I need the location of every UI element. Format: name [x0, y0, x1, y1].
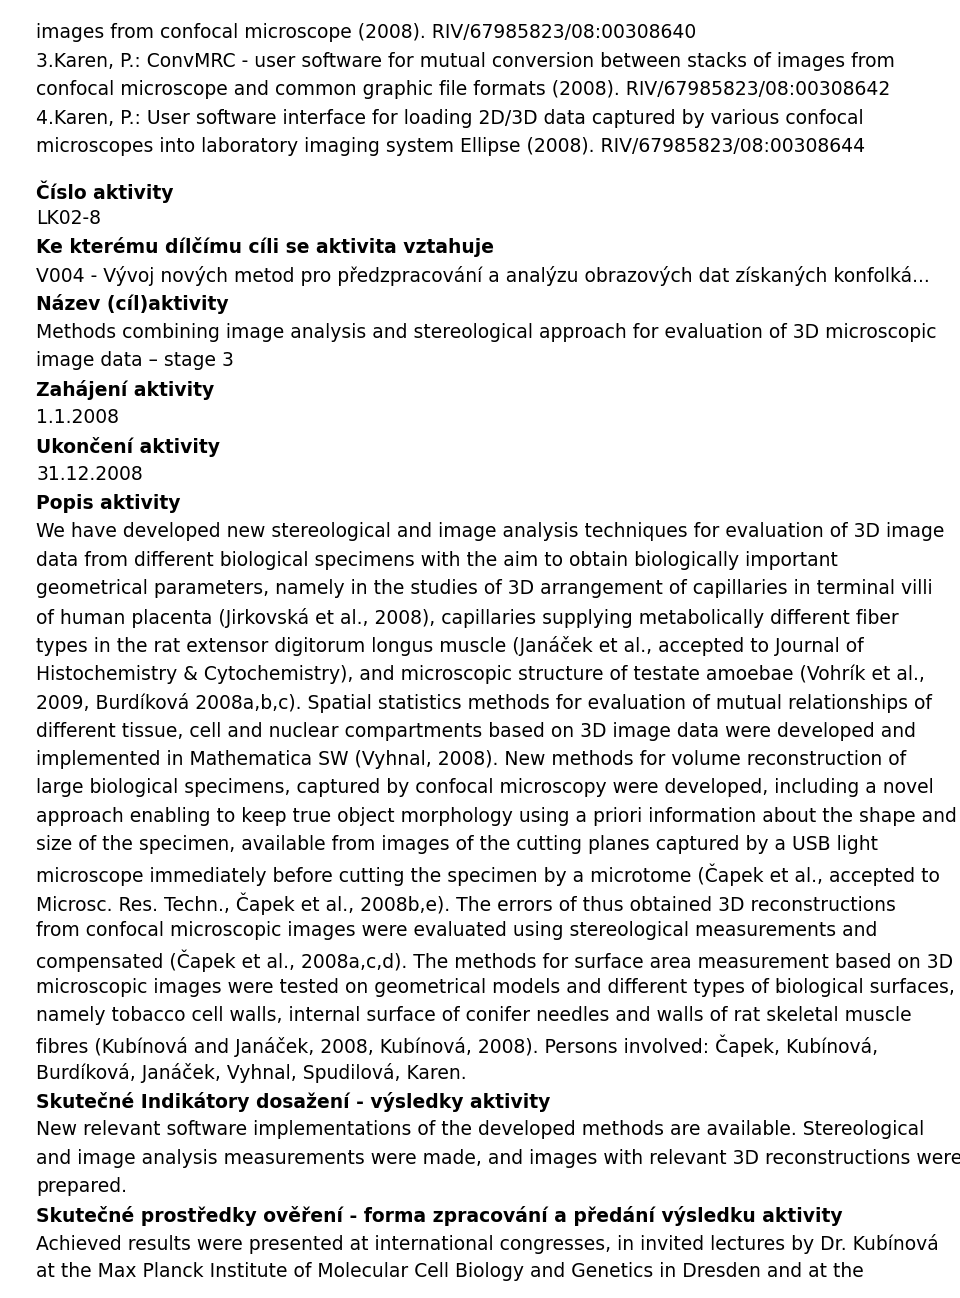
Text: 31.12.2008: 31.12.2008 [36, 465, 143, 484]
Text: Číslo aktivity: Číslo aktivity [36, 180, 174, 202]
Text: Ke kterému dílčímu cíli se aktivita vztahuje: Ke kterému dílčímu cíli se aktivita vzta… [36, 238, 494, 257]
Text: Zahájení aktivity: Zahájení aktivity [36, 380, 215, 400]
Text: namely tobacco cell walls, internal surface of conifer needles and walls of rat : namely tobacco cell walls, internal surf… [36, 1006, 912, 1025]
Text: prepared.: prepared. [36, 1177, 128, 1195]
Text: of human placenta (Jirkovská et al., 2008), capillaries supplying metabolically : of human placenta (Jirkovská et al., 200… [36, 607, 900, 628]
Text: implemented in Mathematica SW (Vyhnal, 2008). New methods for volume reconstruct: implemented in Mathematica SW (Vyhnal, 2… [36, 750, 906, 768]
Text: image data – stage 3: image data – stage 3 [36, 352, 234, 370]
Text: images from confocal microscope (2008). RIV/67985823/08:00308640: images from confocal microscope (2008). … [36, 23, 697, 43]
Text: Skutečné Indikátory dosažení - výsledky aktivity: Skutečné Indikátory dosažení - výsledky … [36, 1092, 551, 1111]
Text: 3.Karen, P.: ConvMRC - user software for mutual conversion between stacks of ima: 3.Karen, P.: ConvMRC - user software for… [36, 52, 896, 71]
Text: confocal microscope and common graphic file formats (2008). RIV/67985823/08:0030: confocal microscope and common graphic f… [36, 80, 891, 100]
Text: 2009, Burdíková 2008a,b,c). Spatial statistics methods for evaluation of mutual : 2009, Burdíková 2008a,b,c). Spatial stat… [36, 693, 932, 713]
Text: data from different biological specimens with the aim to obtain biologically imp: data from different biological specimens… [36, 550, 838, 570]
Text: Název (cíl)aktivity: Název (cíl)aktivity [36, 295, 229, 314]
Text: and image analysis measurements were made, and images with relevant 3D reconstru: and image analysis measurements were mad… [36, 1149, 960, 1168]
Text: fibres (Kubínová and Janáček, 2008, Kubínová, 2008). Persons involved: Čapek, Ku: fibres (Kubínová and Janáček, 2008, Kubí… [36, 1035, 878, 1057]
Text: microscopic images were tested on geometrical models and different types of biol: microscopic images were tested on geomet… [36, 977, 955, 997]
Text: 1.1.2008: 1.1.2008 [36, 409, 119, 427]
Text: Popis aktivity: Popis aktivity [36, 493, 181, 513]
Text: LK02-8: LK02-8 [36, 209, 102, 228]
Text: size of the specimen, available from images of the cutting planes captured by a : size of the specimen, available from ima… [36, 836, 878, 854]
Text: different tissue, cell and nuclear compartments based on 3D image data were deve: different tissue, cell and nuclear compa… [36, 722, 917, 740]
Text: large biological specimens, captured by confocal microscopy were developed, incl: large biological specimens, captured by … [36, 779, 934, 797]
Text: Microsc. Res. Techn., Čapek et al., 2008b,e). The errors of thus obtained 3D rec: Microsc. Res. Techn., Čapek et al., 2008… [36, 892, 897, 915]
Text: Methods combining image analysis and stereological approach for evaluation of 3D: Methods combining image analysis and ste… [36, 323, 937, 341]
Text: microscope immediately before cutting the specimen by a microtome (Čapek et al.,: microscope immediately before cutting th… [36, 864, 941, 887]
Text: Skutečné prostředky ověření - forma zpracování a předání výsledku aktivity: Skutečné prostředky ověření - forma zpra… [36, 1206, 843, 1225]
Text: at the Max Planck Institute of Molecular Cell Biology and Genetics in Dresden an: at the Max Planck Institute of Molecular… [36, 1263, 864, 1281]
Text: V004 - Vývoj nových metod pro předzpracování a analýzu obrazových dat získaných : V004 - Vývoj nových metod pro předzpraco… [36, 266, 930, 286]
Text: geometrical parameters, namely in the studies of 3D arrangement of capillaries i: geometrical parameters, namely in the st… [36, 579, 933, 598]
Text: 4.Karen, P.: User software interface for loading 2D/3D data captured by various : 4.Karen, P.: User software interface for… [36, 109, 864, 127]
Text: Burdíková, Janáček, Vyhnal, Spudilová, Karen.: Burdíková, Janáček, Vyhnal, Spudilová, K… [36, 1063, 468, 1083]
Text: New relevant software implementations of the developed methods are available. St: New relevant software implementations of… [36, 1120, 924, 1140]
Text: types in the rat extensor digitorum longus muscle (Janáček et al., accepted to J: types in the rat extensor digitorum long… [36, 636, 864, 655]
Text: Histochemistry & Cytochemistry), and microscopic structure of testate amoebae (V: Histochemistry & Cytochemistry), and mic… [36, 665, 925, 684]
Text: Achieved results were presented at international congresses, in invited lectures: Achieved results were presented at inter… [36, 1234, 939, 1254]
Text: from confocal microscopic images were evaluated using stereological measurements: from confocal microscopic images were ev… [36, 920, 877, 940]
Text: Ukončení aktivity: Ukončení aktivity [36, 437, 221, 457]
Text: microscopes into laboratory imaging system Ellipse (2008). RIV/67985823/08:00308: microscopes into laboratory imaging syst… [36, 138, 866, 156]
Text: We have developed new stereological and image analysis techniques for evaluation: We have developed new stereological and … [36, 522, 945, 541]
Text: approach enabling to keep true object morphology using a priori information abou: approach enabling to keep true object mo… [36, 807, 957, 826]
Text: compensated (Čapek et al., 2008a,c,d). The methods for surface area measurement : compensated (Čapek et al., 2008a,c,d). T… [36, 949, 953, 972]
